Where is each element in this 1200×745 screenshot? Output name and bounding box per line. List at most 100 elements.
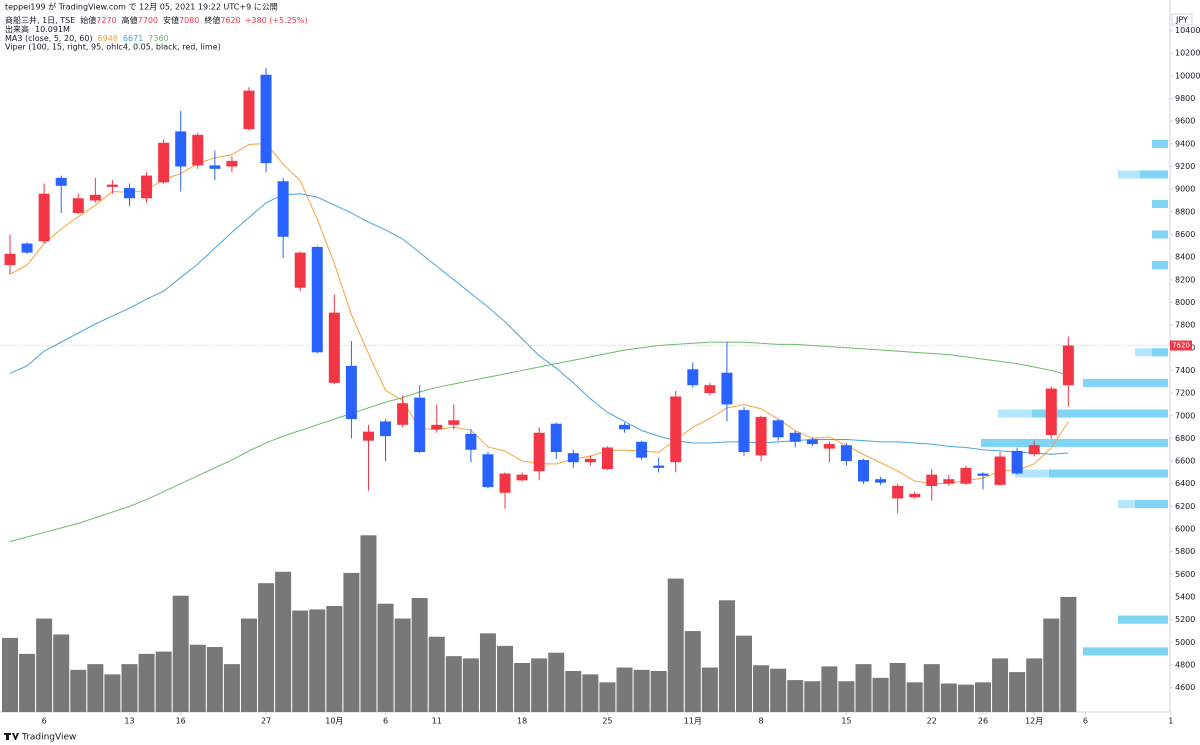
ohlc-value: 7620 — [220, 16, 240, 25]
candle-body — [636, 441, 648, 458]
candle-body — [1062, 345, 1074, 386]
y-tick-label: 9600 — [1175, 117, 1195, 126]
candle-body — [909, 493, 921, 498]
candle-body — [55, 177, 67, 186]
volume-bar — [172, 595, 189, 712]
y-tick-label: 8600 — [1175, 230, 1195, 239]
x-tick-label: 27 — [261, 717, 271, 726]
candle-body — [465, 433, 477, 450]
volume-bar — [531, 658, 548, 712]
y-tick-label: 6600 — [1175, 457, 1195, 466]
y-tick-label: 5200 — [1175, 615, 1195, 624]
candle-body — [175, 131, 187, 167]
candle-body — [840, 445, 852, 462]
candle-body — [328, 312, 340, 383]
x-tick-label: 18 — [517, 717, 527, 726]
volume-bar — [565, 670, 582, 712]
y-tick-label: 5000 — [1175, 638, 1195, 647]
profile-inner-bar — [981, 438, 1168, 447]
symbol: 商船三井, 1日, TSE — [5, 15, 75, 25]
logo: TradingView — [21, 733, 76, 743]
candle-body — [158, 142, 170, 183]
volume-bar — [718, 600, 735, 712]
candle-body — [1028, 445, 1040, 455]
volume-bar — [889, 662, 906, 712]
candle-body — [277, 181, 289, 237]
y-tick-label: 6800 — [1175, 434, 1195, 443]
candle-body — [823, 444, 835, 449]
profile-inner-bar — [1049, 469, 1168, 478]
candle-body — [38, 193, 50, 242]
y-tick-label: 5800 — [1175, 547, 1195, 556]
ma-value: 6948 — [98, 34, 118, 43]
y-tick-label: 9400 — [1175, 139, 1195, 148]
volume-bar — [514, 662, 531, 712]
profile-inner-bar — [1118, 615, 1168, 624]
profile-inner-bar — [1135, 500, 1168, 509]
profile-inner-bar — [1032, 409, 1168, 418]
ma-line — [9, 193, 1069, 455]
volume-bar — [633, 669, 650, 712]
volume-bar — [104, 674, 121, 712]
volume-bar — [1026, 658, 1043, 712]
volume-bar — [821, 666, 838, 712]
candle-body — [1011, 450, 1023, 474]
volume-bar — [87, 664, 104, 712]
volume-bar — [855, 664, 872, 712]
volume-bar — [923, 664, 940, 712]
x-tick-label: 25 — [602, 717, 612, 726]
candle-body — [243, 90, 255, 130]
candle-body — [192, 134, 204, 166]
y-tick-label: 9000 — [1175, 185, 1195, 194]
y-tick-label: 6000 — [1175, 525, 1195, 534]
candle-body — [4, 253, 16, 266]
candle-body — [311, 246, 323, 353]
y-tick-label: 8800 — [1175, 207, 1195, 216]
ohlc-value: 7700 — [138, 16, 158, 25]
ohlc-value: 7080 — [179, 16, 199, 25]
volume-bar — [36, 618, 53, 712]
volume-bar — [667, 578, 684, 712]
ohlc-name: 終値 — [204, 15, 220, 25]
volume-bar — [445, 656, 462, 712]
volume-bar — [121, 664, 138, 712]
x-tick-label: 10月 — [325, 717, 343, 726]
volume-bar — [872, 677, 889, 712]
volume-value: 10.091M — [35, 25, 70, 34]
y-tick-label: 10400 — [1175, 26, 1200, 35]
volume-bar — [223, 664, 240, 712]
candle-body — [943, 479, 955, 484]
volume-bar — [343, 572, 360, 712]
candle-body — [260, 74, 272, 164]
x-tick-label: 26 — [978, 717, 988, 726]
volume-bar — [411, 598, 428, 712]
profile-inner-bar — [1083, 647, 1168, 656]
x-tick-label: 16 — [176, 717, 186, 726]
volume-bar — [326, 605, 343, 712]
candle-body — [926, 474, 938, 486]
volume-bar — [1043, 618, 1060, 712]
ma-name: MA3 (close, 5, 20, 60) — [5, 34, 93, 43]
volume-bar — [701, 667, 718, 712]
currency-box — [1171, 13, 1193, 26]
candle-body — [345, 365, 357, 420]
volume-bar — [155, 651, 172, 712]
candle-body — [380, 421, 392, 437]
volume-bar — [974, 682, 991, 712]
x-tick-label: 8 — [759, 717, 764, 726]
candle-body — [960, 467, 972, 484]
candle-body — [362, 431, 374, 441]
candle-body — [687, 369, 699, 386]
volume-bar — [616, 667, 633, 712]
volume-bar — [787, 680, 804, 712]
y-tick-label: 7800 — [1175, 321, 1195, 330]
candle-body — [994, 456, 1006, 485]
legend-viper: Viper (100, 15, right, 95, ohlc4, 0.05, … — [5, 43, 221, 52]
candle-body — [601, 447, 613, 470]
y-tick-label: 4800 — [1175, 660, 1195, 669]
x-tick-label: 15 — [841, 717, 851, 726]
volume-bar — [804, 681, 821, 712]
ma-line — [9, 341, 1069, 542]
candle-body — [397, 403, 409, 425]
y-tick-label: 10000 — [1175, 71, 1200, 80]
